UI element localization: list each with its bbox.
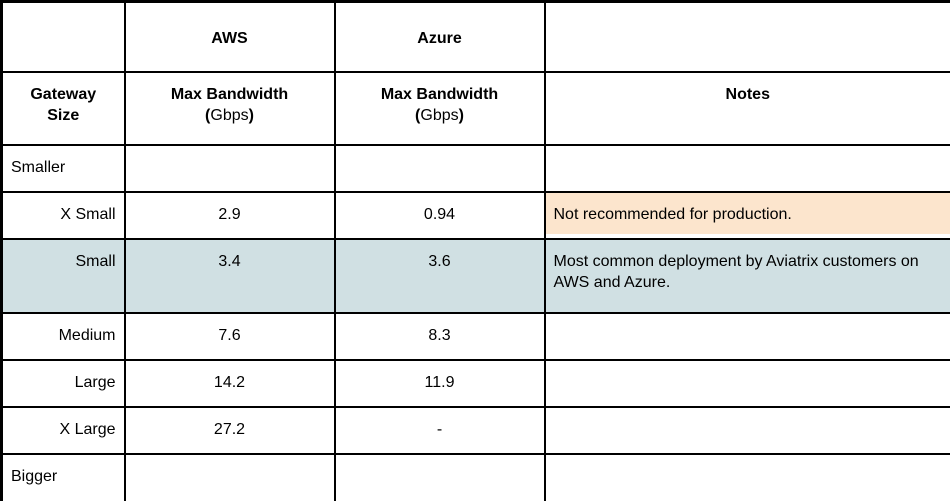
notes-cell — [543, 311, 950, 361]
azure-bandwidth-cell — [333, 143, 546, 193]
azure-bandwidth-cell: 3.6 — [333, 237, 546, 314]
aws-bandwidth-cell: 3.4 — [123, 237, 336, 314]
table-row: Bigger — [0, 452, 950, 501]
gateway-size-cell: Smaller — [0, 143, 126, 193]
column-label-row: Gateway Size Max Bandwidth (Gbps) Max Ban… — [0, 70, 950, 146]
azure-bandwidth-header: Max Bandwidth (Gbps) — [333, 70, 546, 146]
aws-bandwidth-cell: 2.9 — [123, 190, 336, 240]
notes-cell — [543, 452, 950, 501]
azure-provider-header: Azure — [333, 0, 546, 73]
unit-label: Gbps — [210, 106, 249, 124]
table-row: Medium 7.6 8.3 — [0, 311, 950, 361]
notes-cell — [543, 358, 950, 408]
unit-open-paren: ( — [205, 106, 211, 124]
gateway-size-header: Gateway Size — [0, 70, 126, 146]
provider-header-row: AWS Azure — [0, 0, 950, 73]
table-body: Smaller X Small 2.9 0.94 Not recommended… — [0, 143, 950, 501]
azure-bandwidth-cell: - — [333, 405, 546, 455]
table-row: X Small 2.9 0.94 Not recommended for pro… — [0, 190, 950, 240]
table-row: Small 3.4 3.6 Most common deployment by … — [0, 237, 950, 314]
gateway-size-cell: Bigger — [0, 452, 126, 501]
gateway-size-cell: Small — [0, 237, 126, 314]
gateway-size-cell: X Large — [0, 405, 126, 455]
notes-cell: Not recommended for production. — [543, 190, 950, 240]
gateway-size-cell: X Small — [0, 190, 126, 240]
unit-close-paren: ) — [248, 106, 254, 124]
table-row: Smaller — [0, 143, 950, 193]
notes-empty-header-cell — [543, 0, 950, 73]
unit-label: Gbps — [420, 106, 459, 124]
aws-bandwidth-cell — [123, 143, 336, 193]
unit-open-paren: ( — [415, 106, 421, 124]
corner-empty-cell — [0, 0, 126, 73]
azure-bandwidth-cell: 0.94 — [333, 190, 546, 240]
aws-bandwidth-cell — [123, 452, 336, 501]
azure-bandwidth-cell — [333, 452, 546, 501]
table-row: X Large 27.2 - — [0, 405, 950, 455]
notes-cell — [543, 143, 950, 193]
aws-provider-header: AWS — [123, 0, 336, 73]
unit-close-paren: ) — [458, 106, 464, 124]
table-header: AWS Azure Gateway Size Max Bandwidth (Gbp… — [0, 0, 950, 146]
aws-bandwidth-cell: 14.2 — [123, 358, 336, 408]
max-bandwidth-label: Max Bandwidth — [170, 85, 289, 103]
notes-cell — [543, 405, 950, 455]
gateway-size-cell: Medium — [0, 311, 126, 361]
notes-header: Notes — [543, 70, 950, 146]
azure-bandwidth-cell: 11.9 — [333, 358, 546, 408]
aws-bandwidth-cell: 27.2 — [123, 405, 336, 455]
aws-bandwidth-header: Max Bandwidth (Gbps) — [123, 70, 336, 146]
gateway-size-cell: Large — [0, 358, 126, 408]
aws-bandwidth-cell: 7.6 — [123, 311, 336, 361]
azure-bandwidth-cell: 8.3 — [333, 311, 546, 361]
table-row: Large 14.2 11.9 — [0, 358, 950, 408]
max-bandwidth-label: Max Bandwidth — [380, 85, 499, 103]
notes-cell: Most common deployment by Aviatrix custo… — [543, 237, 950, 314]
